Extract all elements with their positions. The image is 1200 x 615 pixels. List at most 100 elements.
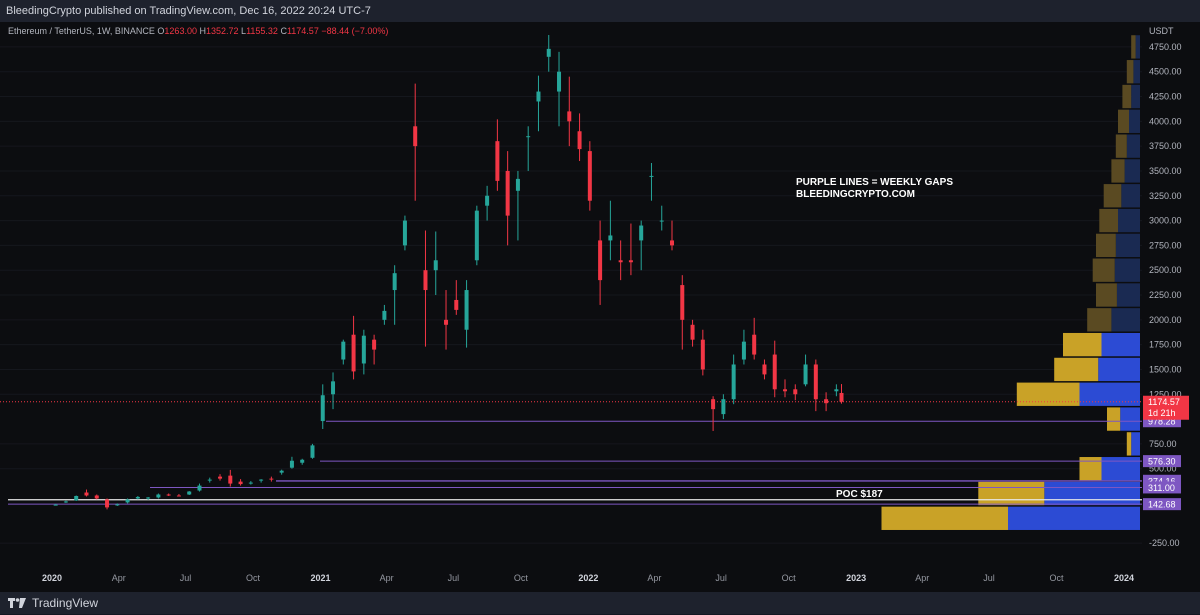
volume-profile-buy-bar <box>1135 35 1140 59</box>
candle-body <box>433 260 438 271</box>
volume-profile-buy-bar <box>1129 109 1140 133</box>
candle-body <box>670 240 675 246</box>
price-tick-label: -250.00 <box>1149 538 1180 548</box>
candle-body <box>618 260 623 263</box>
publish-header: BleedingCrypto published on TradingView.… <box>0 0 1200 22</box>
candle-body <box>762 364 767 375</box>
volume-profile-buy-bar <box>1131 432 1140 456</box>
time-tick-label: 2023 <box>846 573 866 583</box>
volume-profile-sell-bar <box>1096 233 1116 258</box>
candle-body <box>598 240 603 281</box>
candle-body <box>474 210 479 261</box>
candle-body <box>649 175 654 177</box>
candle-body <box>53 504 58 506</box>
gap-price-tag <box>1143 481 1181 494</box>
legend-symbol: Ethereum / TetherUS, 1W, BINANCE <box>8 26 155 36</box>
volume-profile-buy-bar <box>1120 407 1140 431</box>
candle-body <box>834 389 839 392</box>
candle-body <box>94 495 99 499</box>
price-tick-label: 2000.00 <box>1149 315 1182 325</box>
candle-body <box>361 335 366 364</box>
volume-profile-buy-bar <box>1044 481 1140 506</box>
candle-body <box>839 392 844 402</box>
candle-body <box>84 492 89 496</box>
legend-open-label: O <box>157 26 165 36</box>
candle-body <box>105 499 110 508</box>
publish-header-text: BleedingCrypto published on TradingView.… <box>6 5 371 17</box>
candle-body <box>289 460 294 468</box>
candle-body <box>74 495 79 501</box>
volume-profile-sell-bar <box>1103 184 1122 208</box>
volume-profile-sell-bar <box>1092 258 1115 282</box>
price-tick-label: 4500.00 <box>1149 67 1182 77</box>
candle-body <box>454 299 459 310</box>
legend-close: 1174.57 <box>286 26 319 36</box>
volume-profile-sell-bar <box>1122 84 1132 109</box>
candle-body <box>146 497 151 499</box>
candle-body <box>125 499 130 503</box>
symbol-legend[interactable]: Ethereum / TetherUS, 1W, BINANCE O1263.0… <box>8 26 388 36</box>
price-tick-label: 2750.00 <box>1149 240 1182 250</box>
candle-body <box>269 478 274 480</box>
volume-profile-buy-bar <box>1101 332 1140 357</box>
candle-body <box>659 220 664 222</box>
candle-body <box>444 319 449 325</box>
legend-open: 1263.00 <box>164 26 197 36</box>
poc-label: POC $187 <box>836 489 883 500</box>
volume-profile-buy-bar <box>1114 258 1140 282</box>
candle-body <box>238 481 243 485</box>
legend-low: 1155.32 <box>246 26 278 36</box>
candle-body <box>310 445 315 458</box>
candle-body <box>187 491 192 495</box>
volume-profile-buy-bar <box>1131 84 1140 109</box>
candle-body <box>402 220 407 246</box>
candle-body <box>577 131 582 150</box>
candle-body <box>228 475 233 484</box>
volume-profile-sell-bar <box>1087 308 1112 332</box>
candle-body <box>207 479 212 481</box>
time-tick-label: Apr <box>380 573 394 583</box>
volume-profile-buy-bar <box>1008 506 1140 530</box>
volume-profile <box>881 35 1140 530</box>
volume-profile-sell-bar <box>1111 159 1125 183</box>
volume-profile-sell-bar <box>1126 432 1132 456</box>
price-axis[interactable]: USDT 4750.00 4500.00 4250.00 4000.00 3750.00 3… <box>1143 26 1189 548</box>
footer-brand[interactable]: TradingView <box>32 596 99 610</box>
volume-profile-buy-bar <box>1126 134 1140 158</box>
grid <box>0 46 1142 544</box>
candle-body <box>372 339 377 350</box>
annotation-note-line2: BLEEDINGCRYPTO.COM <box>796 189 915 200</box>
time-tick-label: Jul <box>983 573 995 583</box>
candle-body <box>166 494 171 496</box>
volume-profile-buy-bar <box>1118 208 1140 233</box>
candle-body <box>464 290 469 330</box>
chart-svg[interactable]: USDT 4750.00 4500.00 4250.00 4000.00 3750.00 3… <box>0 22 1200 592</box>
time-tick-label: Oct <box>782 573 797 583</box>
candle-body <box>567 111 572 122</box>
price-tick-label: 4250.00 <box>1149 92 1182 102</box>
candle-body <box>351 334 356 372</box>
candle-body <box>248 482 253 484</box>
candle-body <box>608 235 613 241</box>
candle-body <box>300 459 305 463</box>
last-price-tag <box>1143 395 1189 420</box>
candle-body <box>711 399 716 410</box>
time-tick-label: Jul <box>715 573 727 583</box>
chart-area[interactable]: USDT 4750.00 4500.00 4250.00 4000.00 3750.00 3… <box>0 22 1200 592</box>
price-tick-label: 3750.00 <box>1149 141 1182 151</box>
candle-body <box>783 389 788 392</box>
volume-profile-buy-bar <box>1121 184 1140 208</box>
volume-profile-sell-bar <box>881 506 1008 530</box>
volume-profile-buy-bar <box>1116 283 1140 307</box>
price-tick-label: 1750.00 <box>1149 340 1182 350</box>
legend-low-label: L <box>241 26 247 36</box>
time-axis[interactable]: 2020 Apr Jul Oct 2021 Apr Jul Oct 2022 Apr Jul Oct 2… <box>42 573 1134 583</box>
candle-body <box>63 501 68 503</box>
tradingview-logo-icon[interactable] <box>8 593 26 615</box>
candle-body <box>382 310 387 320</box>
candle-body <box>115 504 120 506</box>
candle-body <box>731 364 736 400</box>
candle-body <box>680 285 685 320</box>
candle-body <box>557 71 562 92</box>
candle-body <box>279 470 284 473</box>
